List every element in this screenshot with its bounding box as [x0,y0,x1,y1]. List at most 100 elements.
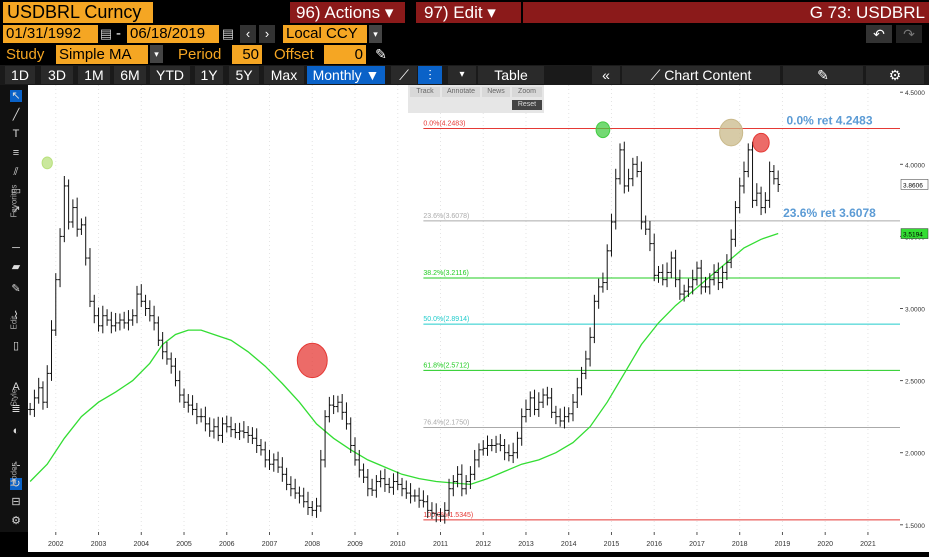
x-axis: 2002 2003 2004 2005 2006 2007 2008 2009 2010 2011… [28,532,929,552]
date-separator: - [116,25,121,42]
font-size-icon[interactable]: A [12,381,20,393]
x-tick-label: 2009 [347,541,363,548]
snap-icon[interactable]: ⊹ [11,460,21,472]
chart-content-label: Chart Content [664,67,752,83]
period-label: Period [178,46,222,63]
edit-menu[interactable]: 97) Edit ▾ [416,2,521,23]
range-1m-button[interactable]: 1M [78,66,110,84]
fib-level-label: 61.8%(2.5712) [423,362,469,369]
track-button[interactable]: Track [410,87,440,97]
y-axis-ticks: 4.50004.00003.50003.00002.50002.00001.50… [900,90,929,530]
pencil-icon[interactable]: ✎ [375,46,387,62]
annotate-button[interactable]: Annotate [442,87,480,97]
range-6m-button[interactable]: 6M [114,66,146,84]
color-icon[interactable]: ◐ [12,425,20,437]
chevron-down-icon[interactable]: ▾ [369,25,382,43]
redo-icon[interactable]: ↷ [896,25,922,43]
chevron-down-icon[interactable]: ▾ [150,45,163,63]
date-range-row: 01/31/1992 ▤ - 06/18/2019 ▤ ‹ › Local CC… [0,24,929,44]
channel-tool-icon[interactable]: ⫽ [13,166,19,178]
x-tick-label: 2007 [262,541,278,548]
fib-level-label: 38.2%(3.2116) [423,270,468,277]
x-tick-label: 2005 [176,541,192,548]
collapse-icon[interactable]: « [592,66,620,84]
range-ytd-button[interactable]: YTD [150,66,190,84]
fib-level-label: 100.0%(1.5345) [423,512,473,519]
price-chart: 0.0%(4.2483) 23.6%(3.6078) 38.2%(3.2116) 50… [28,85,900,532]
arrow-tool-icon[interactable]: ↗ [11,204,21,216]
highlight-circle [752,132,770,153]
trash-icon[interactable]: ▯ [12,340,20,352]
study-select[interactable]: Simple MA [56,45,148,64]
settings-icon[interactable]: ⚙ [866,66,924,84]
plot-area[interactable]: 0.0%(4.2483) 23.6%(3.6078) 38.2%(3.2116) 50… [28,85,900,532]
x-tick-label: 2020 [817,541,833,548]
calendar-icon[interactable]: ▤ [99,26,113,41]
brush-icon[interactable]: ⌇ [13,310,19,322]
x-tick-label: 2013 [518,541,534,548]
zoom-button[interactable]: Zoom [512,87,542,97]
lock-icon[interactable]: ⊟ [11,496,21,508]
gear-icon[interactable]: ⚙ [11,515,21,527]
frequency-label: Monthly [312,67,362,83]
range-1d-button[interactable]: 1D [5,66,35,84]
line-width-icon[interactable]: ≣ [11,403,21,415]
x-tick-label: 2010 [390,541,406,548]
x-tick-label: 2008 [304,541,320,548]
y-tick-label: 2.0000 [905,451,925,458]
style-label: Style [9,388,19,407]
x-tick-label: 2016 [646,541,662,548]
start-date-field[interactable]: 01/31/1992 [3,25,98,43]
next-period-icon[interactable]: › [259,25,275,43]
prev-period-icon[interactable]: ‹ [240,25,256,43]
x-tick-label: 2018 [732,541,748,548]
pencil-icon[interactable]: ✎ [11,283,21,295]
modes-label: Modes [9,462,19,487]
highlight-circle [296,342,328,379]
y-tick-label: 4.5000 [905,90,925,97]
y-tick-label: 2.5000 [905,379,925,386]
range-5y-button[interactable]: 5Y [229,66,259,84]
last-price-badge [900,179,929,190]
cursor-icon[interactable]: ↖ [10,90,22,102]
text-tool-icon[interactable]: T [12,128,20,140]
highlight-circle [41,156,53,170]
range-1y-button[interactable]: 1Y [195,66,223,84]
bar-chart-icon[interactable]: ⫶ [418,66,442,84]
y-axis: 4.50004.00003.50003.00002.50002.00001.50… [900,85,929,532]
last-price-label: 3.5194 [903,232,923,239]
period-field[interactable]: 50 [232,45,262,64]
x-tick-label: 2003 [91,541,107,548]
actions-menu[interactable]: 96) Actions ▾ [290,2,405,23]
fib-tool-icon[interactable]: ≡ [12,147,20,159]
reset-button[interactable]: Reset [512,100,542,110]
x-tick-label: 2014 [561,541,577,548]
ma-line [29,232,779,486]
shape-tool-icon[interactable]: ▭ [10,185,22,197]
x-tick-label: 2019 [775,541,791,548]
table-button[interactable]: Table [478,66,544,84]
annotate-icon[interactable]: ✎ [783,66,863,84]
x-tick-label: 2017 [689,541,705,548]
range-max-button[interactable]: Max [264,66,304,84]
chart-type-dropdown-icon[interactable]: ▾ [448,66,476,84]
news-button[interactable]: News [482,87,510,97]
undo-icon[interactable]: ↶ [866,25,892,43]
hline-tool-icon[interactable]: ─ [12,242,20,254]
chart-content-icon: ⟋ [650,67,665,83]
erase-tool-icon[interactable]: ▰ [11,261,21,273]
line-chart-icon[interactable]: ⟋ [391,66,417,84]
calendar-icon[interactable]: ▤ [221,26,235,41]
edit-label: Edit [9,315,19,330]
chart-content-button[interactable]: ⟋ Chart Content [622,66,780,84]
security-field[interactable]: USDBRL Curncy [3,2,153,23]
x-tick-label: 2015 [604,541,620,548]
frequency-select[interactable]: Monthly ▼ [307,66,385,84]
refresh-icon[interactable]: ↻ [10,478,22,490]
end-date-field[interactable]: 06/18/2019 [127,25,219,43]
currency-select[interactable]: Local CCY [283,25,367,43]
range-3d-button[interactable]: 3D [41,66,73,84]
retracement-annotation: 0.0% ret 4.2483 [786,114,872,128]
offset-field[interactable]: 0 [324,45,366,64]
line-tool-icon[interactable]: ╱ [12,109,20,121]
